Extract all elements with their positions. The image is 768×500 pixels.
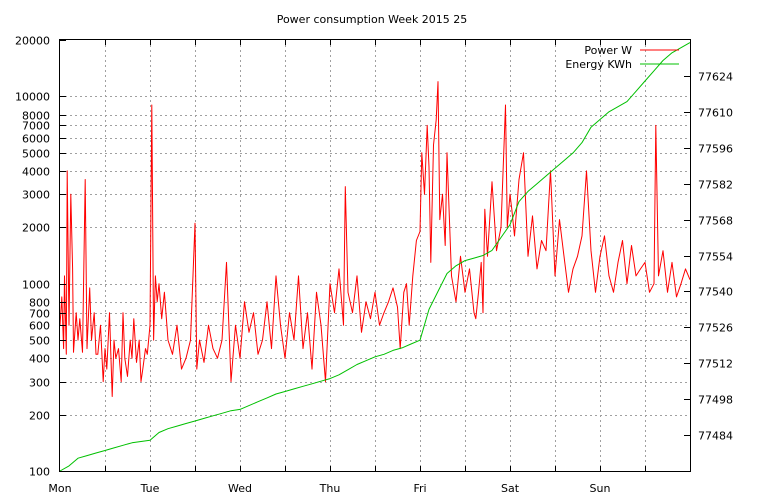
- y-right-tick-label: 77554: [698, 251, 733, 264]
- x-tick-label: Sat: [501, 482, 520, 495]
- x-tick-label: Mon: [48, 482, 71, 495]
- y-right-tick-label: 77568: [698, 215, 733, 228]
- y-right-tick-label: 77512: [698, 358, 733, 371]
- y-left-tick-label: 20000: [15, 35, 50, 48]
- x-tick-label: Thu: [319, 482, 341, 495]
- x-tick-label: Fri: [413, 482, 426, 495]
- y-left-tick-label: 800: [29, 297, 50, 310]
- legend-label-energy: Energy KWh: [565, 58, 632, 71]
- y-right-tick-label: 77582: [698, 179, 733, 192]
- y-left-tick-label: 700: [29, 308, 50, 321]
- legend-label-power: Power W: [584, 44, 632, 57]
- x-tick-label: Sun: [590, 482, 611, 495]
- power-series: [59, 81, 691, 397]
- y-left-tick-label: 3000: [22, 189, 50, 202]
- chart-title: Power consumption Week 2015 25: [277, 13, 468, 26]
- y-left-tick-label: 7000: [22, 120, 50, 133]
- power-series-line: [59, 81, 691, 397]
- y-left-tick-label: 200: [29, 410, 50, 423]
- y-left-tick-label: 100: [29, 466, 50, 479]
- y-right-tick-label: 77526: [698, 322, 733, 335]
- y-right-tick-label: 77484: [698, 430, 733, 443]
- x-tick-label: Wed: [228, 482, 252, 495]
- chart-grid: [60, 40, 690, 471]
- y-left-tick-label: 6000: [22, 133, 50, 146]
- energy-series-line: [59, 42, 691, 472]
- y-axis-right: 77624 77610 77596 77582 77568 77554 77540 77526…: [684, 71, 733, 443]
- y-left-tick-label: 5000: [22, 148, 50, 161]
- y-right-tick-label: 77610: [698, 107, 733, 120]
- y-left-tick-label: 400: [29, 353, 50, 366]
- y-left-tick-label: 600: [29, 320, 50, 333]
- x-axis: Mon Tue Wed Thu Fri Sat Sun: [48, 40, 646, 495]
- y-right-tick-label: 77624: [698, 71, 733, 84]
- chart-legend: Power W Energy KWh: [565, 44, 679, 71]
- y-left-tick-label: 10000: [15, 91, 50, 104]
- y-right-tick-label: 77540: [698, 286, 733, 299]
- y-left-tick-label: 2000: [22, 222, 50, 235]
- y-right-tick-label: 77596: [698, 143, 733, 156]
- y-left-tick-label: 1000: [22, 279, 50, 292]
- energy-series: [59, 42, 691, 472]
- y-left-tick-label: 8000: [22, 110, 50, 123]
- y-left-tick-label: 500: [29, 335, 50, 348]
- plot-frame: [59, 39, 691, 472]
- y-right-tick-label: 77498: [698, 394, 733, 407]
- x-tick-label: Tue: [140, 482, 160, 495]
- y-left-tick-label: 300: [29, 377, 50, 390]
- y-left-tick-label: 4000: [22, 166, 50, 179]
